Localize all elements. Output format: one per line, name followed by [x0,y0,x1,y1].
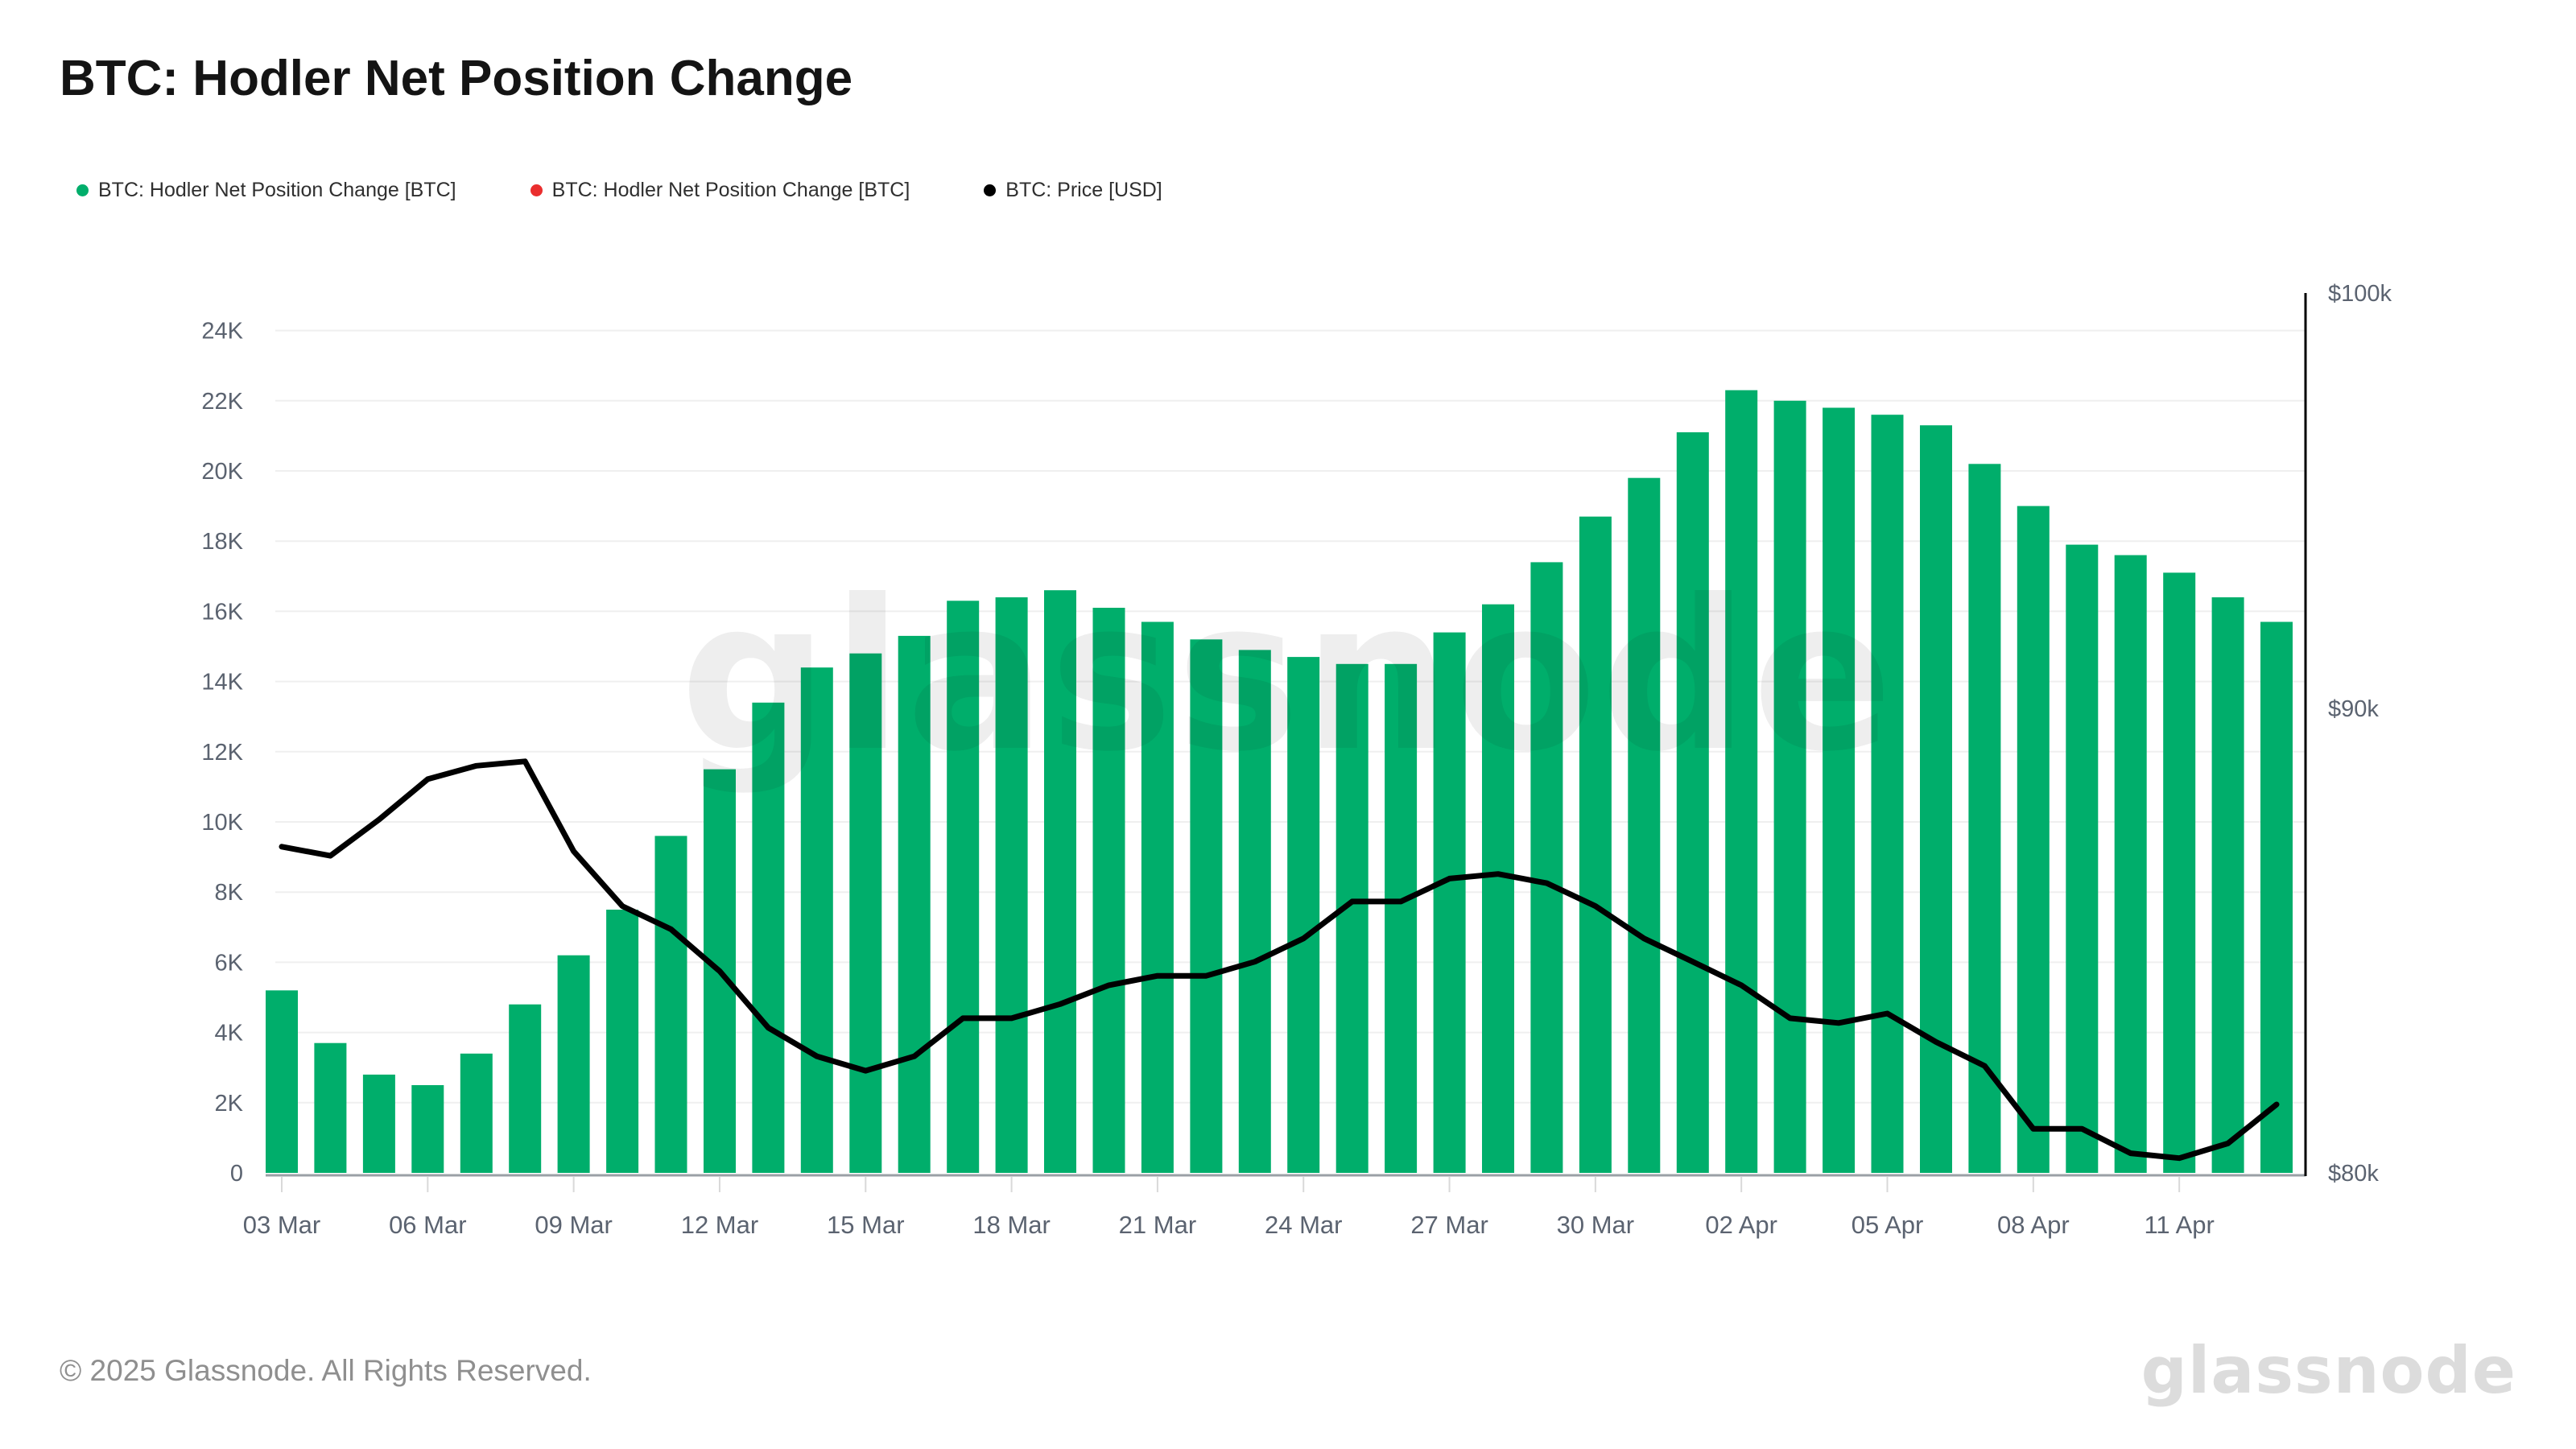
x-axis-tick-label: 09 Mar [535,1211,612,1239]
bar[interactable] [2114,555,2147,1173]
x-axis-tick-label: 27 Mar [1410,1211,1488,1239]
bar[interactable] [849,653,882,1173]
y-axis-tick-label: 16K [201,599,243,625]
x-axis-tick-label: 12 Mar [681,1211,758,1239]
bar[interactable] [1044,590,1076,1173]
bar[interactable] [2260,621,2293,1174]
bar[interactable] [460,1053,493,1173]
bar[interactable] [266,990,298,1173]
y-axis-tick-label: 18K [201,529,243,555]
y-axis-tick-label: 22K [201,389,243,415]
x-axis-tick-label: 21 Mar [1119,1211,1196,1239]
bar[interactable] [411,1085,444,1173]
x-axis-tick-label: 18 Mar [972,1211,1050,1239]
bar[interactable] [1628,477,1661,1173]
bar[interactable] [606,910,639,1173]
bar[interactable] [898,635,931,1173]
y-axis-tick-label: 20K [201,459,243,485]
legend-label: BTC: Hodler Net Position Change [BTC] [98,179,456,201]
page-title: BTC: Hodler Net Position Change [60,51,853,106]
y-axis-tick-label: 8K [215,880,244,906]
glassnode-logo: glassnode [2140,1333,2516,1408]
bar[interactable] [1920,425,1952,1173]
bar[interactable] [509,1004,542,1173]
bar[interactable] [1579,516,1612,1173]
bar[interactable] [1238,650,1271,1173]
right-axis-tick-label: $80k [2328,1161,2379,1187]
legend-item-btc-price[interactable]: BTC: Price [USD] [984,179,1162,202]
bar[interactable] [1968,464,2001,1173]
bar[interactable] [1385,663,1418,1173]
chart-area: 0 2K 4K 6K 8K 10K 12K 14K 16K 18K 20K 22K 24K 03 Mar 0… [0,0,2576,1272]
bar[interactable] [314,1042,347,1173]
right-axis-tick-label: $100k [2328,281,2392,307]
bar[interactable] [1482,604,1514,1173]
x-axis-tick-label: 02 Apr [1705,1211,1777,1239]
legend-label: BTC: Price [USD] [1005,179,1162,201]
bar[interactable] [362,1074,395,1173]
bar[interactable] [2066,544,2099,1173]
chart-canvas[interactable]: 0 2K 4K 6K 8K 10K 12K 14K 16K 18K 20K 22K 24K 03 Mar 0… [0,0,2576,1272]
y-axis-tick-label: 14K [201,670,243,696]
legend-dot-red-icon [530,184,543,196]
bar[interactable] [1823,407,1856,1174]
y-axis-tick-label: 10K [201,810,243,836]
legend-item-hodler-net-position-positive[interactable]: BTC: Hodler Net Position Change [BTC] [76,179,456,202]
right-axis-tick-label: $90k [2328,696,2379,722]
bar[interactable] [654,836,687,1173]
bar[interactable] [1092,608,1125,1173]
y-axis-tick-label: 2K [215,1091,244,1117]
legend-dot-green-icon [76,184,89,196]
legend-label: BTC: Hodler Net Position Change [BTC] [551,179,910,201]
y-axis-tick-label: 12K [201,740,243,766]
bar[interactable] [557,955,590,1173]
price-line [279,758,2280,1162]
x-axis-tick-label: 05 Apr [1852,1211,1924,1239]
legend-dot-black-icon [984,184,997,196]
bar[interactable] [1433,632,1466,1173]
x-axis-tick-label: 24 Mar [1265,1211,1342,1239]
bar[interactable] [995,597,1028,1173]
bar[interactable] [947,601,980,1173]
x-axis-tick-label: 15 Mar [827,1211,904,1239]
y-axis-tick-label: 0 [230,1161,243,1187]
bar[interactable] [2017,506,2050,1173]
x-axis-tick-label: 11 Apr [2144,1211,2214,1239]
x-axis-tick-label: 30 Mar [1557,1211,1634,1239]
bar[interactable] [1190,639,1223,1173]
footer-copyright: © 2025 Glassnode. All Rights Reserved. [60,1354,592,1387]
chart-legend: BTC: Hodler Net Position Change [BTC] BT… [76,179,1162,202]
x-axis-tick-label: 06 Mar [389,1211,466,1239]
legend-item-hodler-net-position-negative[interactable]: BTC: Hodler Net Position Change [BTC] [530,179,910,202]
bar[interactable] [1725,390,1758,1173]
bar[interactable] [1141,621,1174,1174]
bar[interactable] [1871,415,1904,1173]
bar[interactable] [1335,663,1368,1173]
y-axis-tick-label: 24K [201,319,243,345]
bar[interactable] [1287,657,1320,1173]
y-axis-tick-label: 4K [215,1021,244,1046]
x-axis-tick-label: 08 Apr [1997,1211,2070,1239]
bar[interactable] [752,702,785,1173]
x-axis-tick-label: 03 Mar [243,1211,320,1239]
y-axis-tick-label: 6K [215,950,244,976]
bar[interactable] [1773,400,1806,1173]
bar[interactable] [2211,597,2244,1173]
bar[interactable] [1676,432,1709,1173]
bar[interactable] [2163,572,2196,1173]
bar[interactable] [1530,562,1563,1173]
bar[interactable] [800,667,833,1173]
